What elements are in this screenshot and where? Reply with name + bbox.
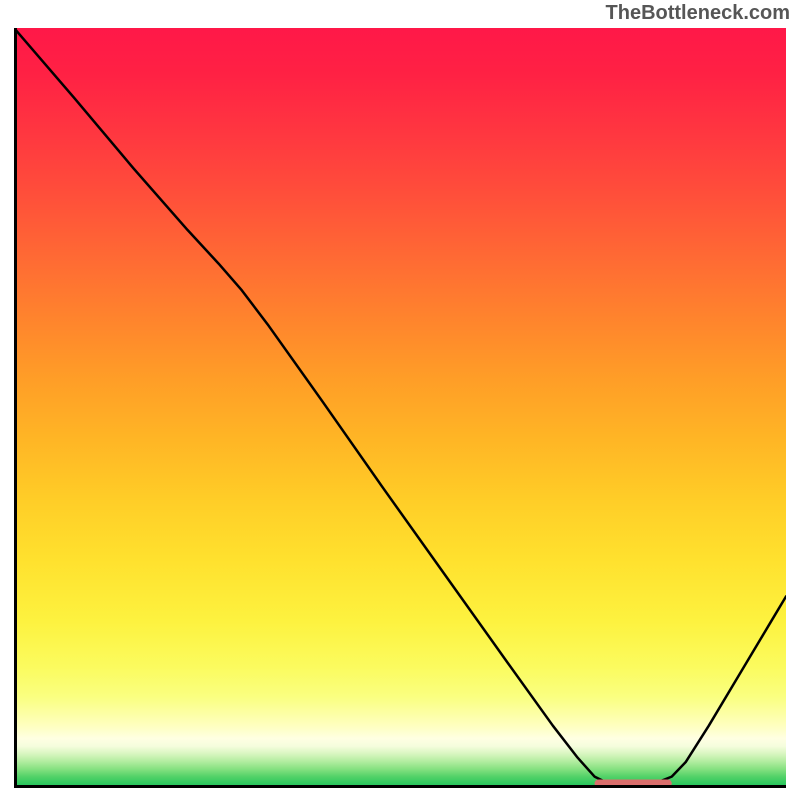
attribution-text: TheBottleneck.com [606, 2, 790, 25]
bottleneck-chart [14, 28, 786, 788]
y-axis-line [14, 28, 17, 788]
gradient-background [14, 28, 786, 788]
chart-svg [14, 28, 786, 788]
x-axis-line [14, 785, 786, 788]
